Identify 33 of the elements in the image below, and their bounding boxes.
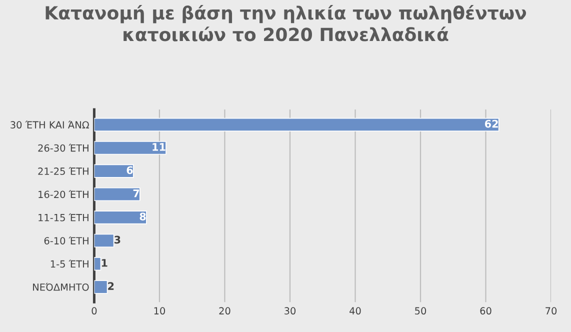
data-label: 8 bbox=[140, 212, 146, 220]
y-tick-label: 1-5 ΈΤΗ bbox=[50, 260, 88, 268]
data-label: 62 bbox=[484, 120, 498, 128]
bar bbox=[94, 141, 166, 155]
data-label: 11 bbox=[152, 143, 166, 151]
bar bbox=[94, 257, 102, 271]
x-tick-label: 20 bbox=[219, 307, 230, 315]
bar bbox=[94, 210, 147, 224]
x-tick-label: 60 bbox=[480, 307, 492, 315]
chart-title: Κατανομή με βάση την ηλικία των πωληθέντων κατοικιών το 2020 Πανελλαδικά bbox=[46, 4, 526, 42]
x-tick-label: 40 bbox=[350, 307, 361, 315]
y-tick-label: 11-15 ΈΤΗ bbox=[38, 213, 88, 222]
data-label: 3 bbox=[114, 236, 120, 244]
x-tick-label: 70 bbox=[546, 307, 557, 315]
y-tick-label: ΝΕΌΔΜΗΤΟ bbox=[33, 282, 89, 291]
bar bbox=[94, 187, 140, 202]
y-tick-label: 6-10 ΈΤΗ bbox=[44, 236, 88, 244]
data-label: 2 bbox=[108, 282, 114, 290]
y-tick-label: 21-25 ΈΤΗ bbox=[38, 166, 88, 175]
data-label: 6 bbox=[126, 166, 133, 174]
y-tick-label: 30 ΈΤΗ ΚΑΙ ΆΝΩ bbox=[10, 120, 89, 129]
data-label: 7 bbox=[133, 190, 140, 198]
x-tick-label: 30 bbox=[284, 307, 296, 315]
x-tick-label: 50 bbox=[415, 307, 426, 315]
x-tick-label: 10 bbox=[154, 307, 166, 315]
bar bbox=[94, 234, 114, 248]
bar bbox=[94, 164, 134, 178]
data-label: 1 bbox=[102, 259, 108, 267]
bar bbox=[94, 118, 500, 132]
y-tick-label: 16-20 ΈΤΗ bbox=[38, 190, 88, 198]
y-tick-label: 26-30 ΈΤΗ bbox=[38, 144, 88, 152]
bar bbox=[94, 280, 108, 294]
x-tick-label: 0 bbox=[92, 307, 97, 315]
